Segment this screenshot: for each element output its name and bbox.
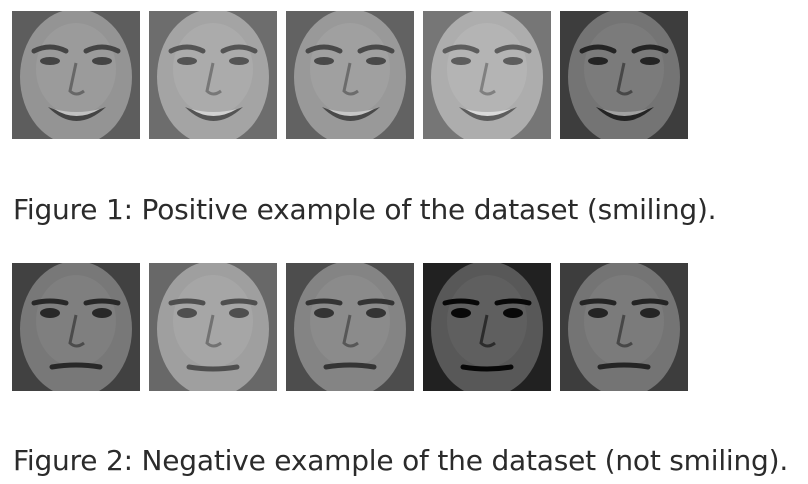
face-image-smiling (149, 11, 277, 139)
face-image-not-smiling (560, 263, 688, 391)
face-image-smiling (560, 11, 688, 139)
face-image-smiling (12, 11, 140, 139)
figure-2-caption: Figure 2: Negative example of the datase… (13, 444, 789, 477)
face-image-not-smiling (423, 263, 551, 391)
face-image-not-smiling (149, 263, 277, 391)
face-image-not-smiling (12, 263, 140, 391)
figure-1-image-row (12, 11, 688, 139)
face-image-not-smiling (286, 263, 414, 391)
figure-1-caption: Figure 1: Positive example of the datase… (13, 193, 717, 226)
face-image-smiling (423, 11, 551, 139)
figure-2-image-row (12, 263, 688, 391)
face-image-smiling (286, 11, 414, 139)
